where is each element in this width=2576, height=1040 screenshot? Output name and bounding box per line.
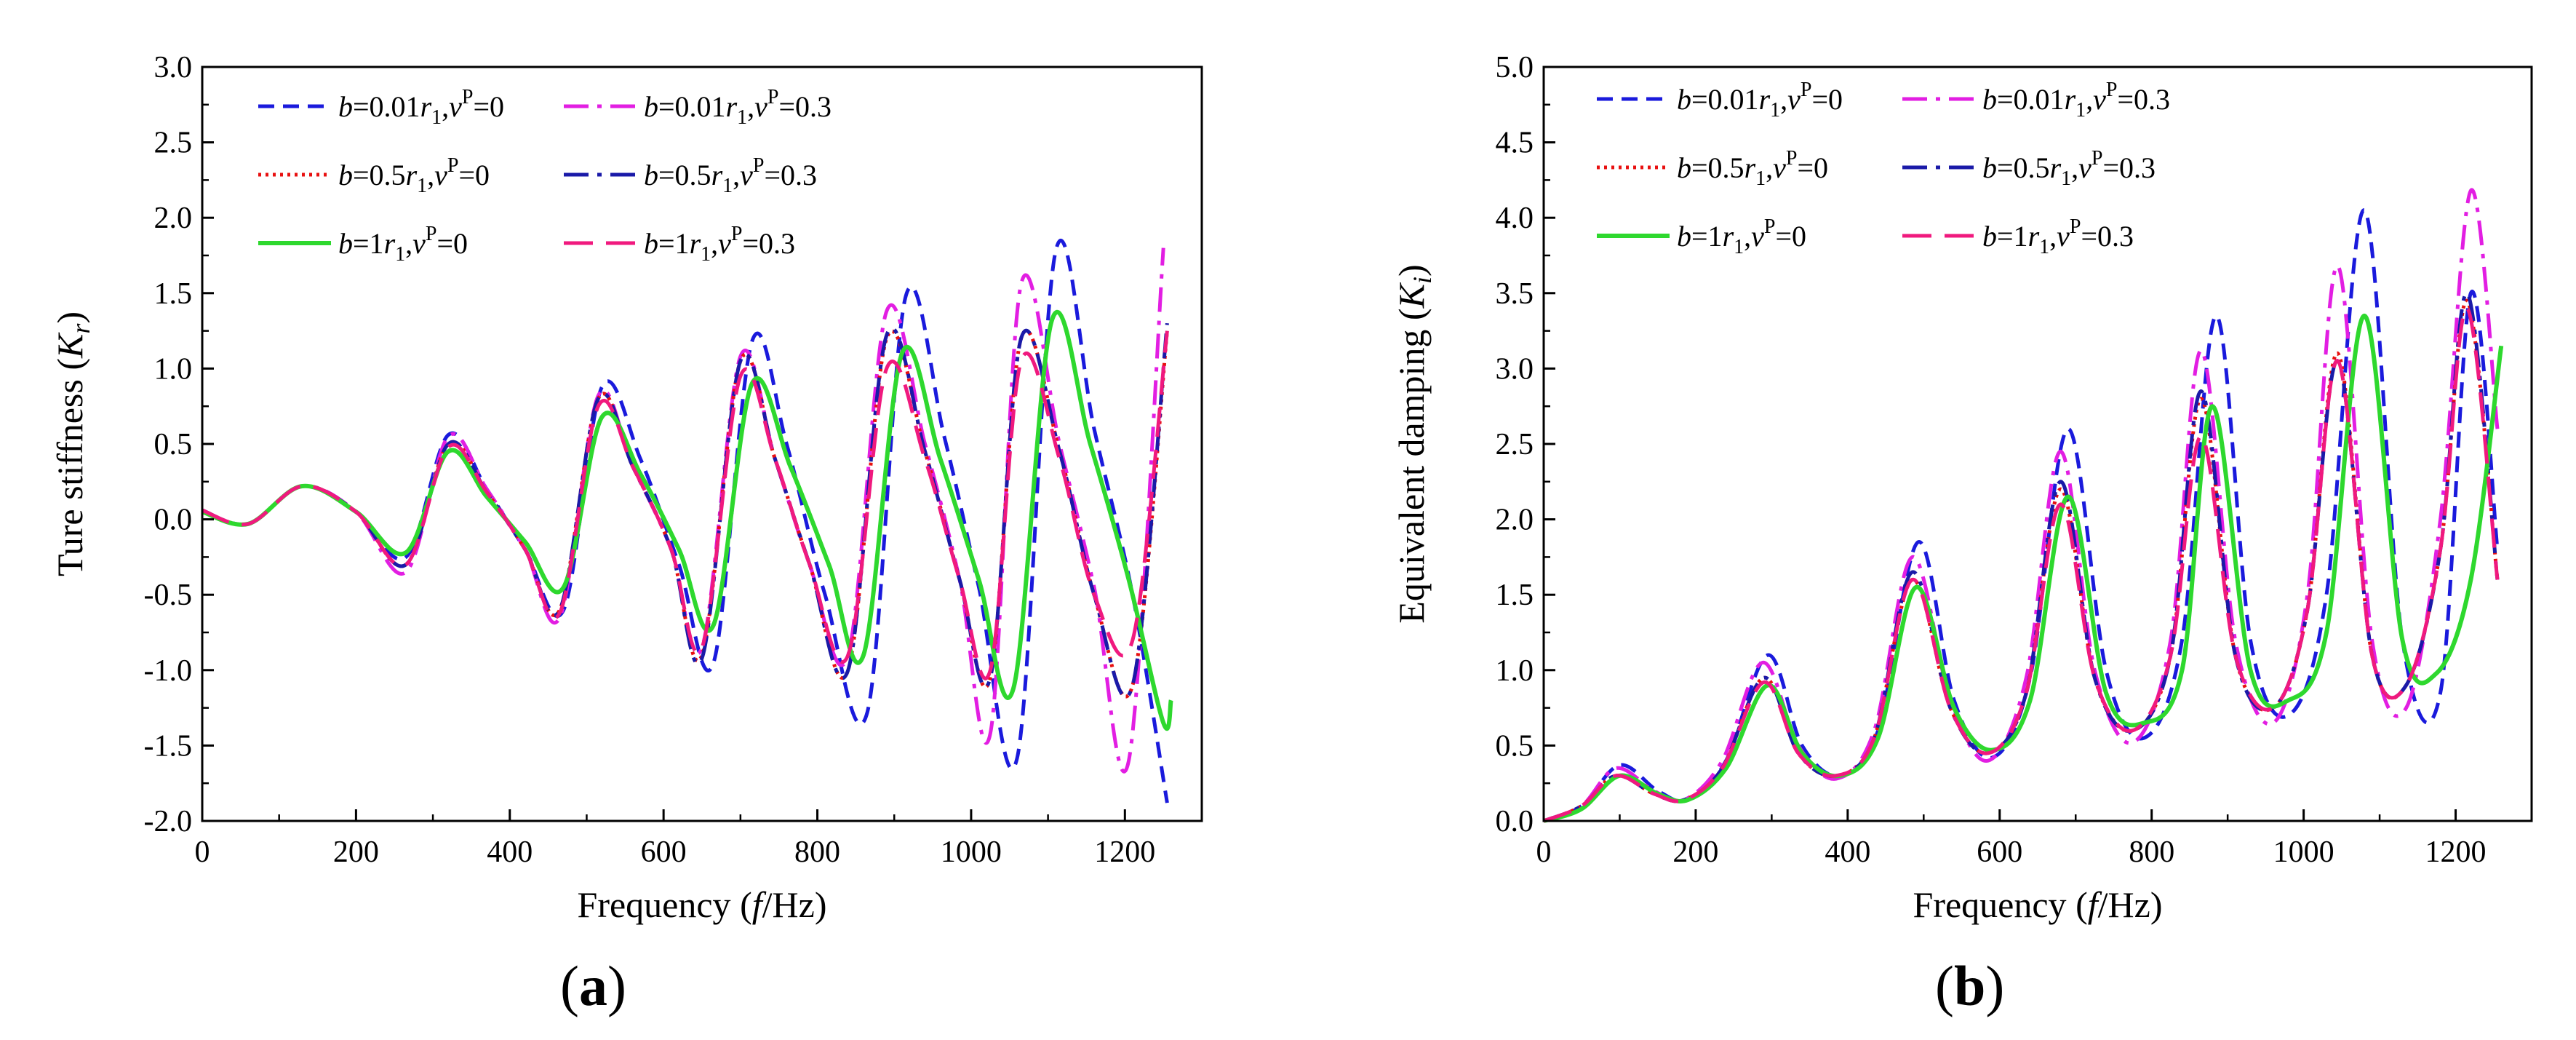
x-tick-label: 1200 (2425, 835, 2487, 869)
legend-entry: b=0.5r1,vP=0.3 (644, 154, 817, 197)
y-tick-label: 3.0 (1496, 352, 1534, 386)
y-tick-label: 1.0 (154, 352, 193, 386)
y-axis-label: Ture stiffness (Kr) (49, 311, 95, 576)
legend-entry: b=0.5r1,vP=0.3 (1982, 147, 2156, 190)
x-tick-label: 200 (333, 835, 379, 869)
legend-entry: b=0.5r1,vP=0 (338, 154, 490, 197)
x-tick-label: 1000 (941, 835, 1002, 869)
legend-entry: b=0.01r1,vP=0.3 (644, 86, 832, 129)
y-tick-label: 3.0 (154, 51, 193, 84)
x-tick-label: 400 (1825, 835, 1870, 869)
x-axis-label: Frequency (f/Hz) (1913, 884, 2163, 925)
chart-panel-a: 0 200 400 600 800 1000 1200 -2.0 -1.5 -1.0 -0.5 0.0… (49, 51, 1203, 925)
x-tick-label: 0 (1536, 835, 1552, 869)
legend-entry: b=0.01r1,vP=0.3 (1982, 79, 2170, 122)
y-tick-label: 4.0 (1496, 202, 1534, 235)
y-tick-label: 0.5 (1496, 729, 1534, 763)
y-tick-label: 2.5 (154, 127, 193, 160)
x-tick-label: 800 (794, 835, 840, 869)
y-tick-label: 1.5 (1496, 579, 1534, 612)
x-tick-label: 0 (195, 835, 210, 869)
x-tick-label: 600 (641, 835, 687, 869)
chart-panel-b: 0 200 400 600 800 1000 1200 0.0 0.5 1.0 1.5 2.0 2.5 3… (1391, 51, 2533, 925)
panel-label-a: (a) (560, 954, 626, 1017)
y-tick-label: -1.0 (144, 654, 193, 688)
legend-entry: b=1r1,vP=0 (1677, 215, 1806, 258)
series-line-3 (1543, 298, 2500, 823)
y-tick-label: 1.0 (1496, 654, 1534, 688)
y-tick-label: 1.5 (154, 277, 193, 311)
x-tick-label: 1000 (2273, 835, 2334, 869)
y-tick-label: 5.0 (1496, 51, 1534, 84)
x-tick-label: 800 (2129, 835, 2174, 869)
legend-entry: b=0.5r1,vP=0 (1677, 147, 1828, 190)
y-axis-label: Equivalent damping (Ki) (1391, 264, 1437, 623)
series-line-6 (202, 330, 1169, 680)
series-line-5 (202, 310, 1173, 731)
series-line-5 (1543, 313, 2504, 823)
y-tick-label: 0.0 (1496, 805, 1534, 838)
y-tick-label: 0.5 (154, 428, 193, 461)
series-line-1 (202, 239, 1169, 803)
y-tick-label: 3.5 (1496, 277, 1534, 311)
series-line-6 (1543, 306, 2500, 823)
series-line-2 (202, 247, 1165, 774)
panel-label-b: (b) (1935, 954, 2005, 1017)
x-tick-label: 200 (1672, 835, 1718, 869)
legend-entry: b=1r1,vP=0.3 (644, 223, 795, 266)
y-tick-label: -0.5 (144, 579, 193, 612)
x-axis-label: Frequency (f/Hz) (578, 884, 827, 925)
y-tick-label: 2.5 (1496, 428, 1534, 461)
y-tick-label: 2.0 (1496, 504, 1534, 537)
x-tick-label: 1200 (1094, 835, 1155, 869)
legend-entry: b=0.01r1,vP=0 (338, 86, 504, 129)
legend-entry: b=1r1,vP=0.3 (1982, 215, 2134, 258)
y-tick-label: -1.5 (144, 729, 193, 763)
series-line-2 (1543, 188, 2500, 823)
y-tick-label: 4.5 (1496, 127, 1534, 160)
y-tick-label: 2.0 (154, 202, 193, 235)
legend-entry: b=1r1,vP=0 (338, 223, 468, 266)
y-tick-label: -2.0 (144, 805, 193, 838)
x-tick-label: 600 (1977, 835, 2022, 869)
y-tick-label: 0.0 (154, 504, 193, 537)
legend-entry: b=0.01r1,vP=0 (1677, 79, 1843, 122)
x-tick-label: 400 (487, 835, 533, 869)
